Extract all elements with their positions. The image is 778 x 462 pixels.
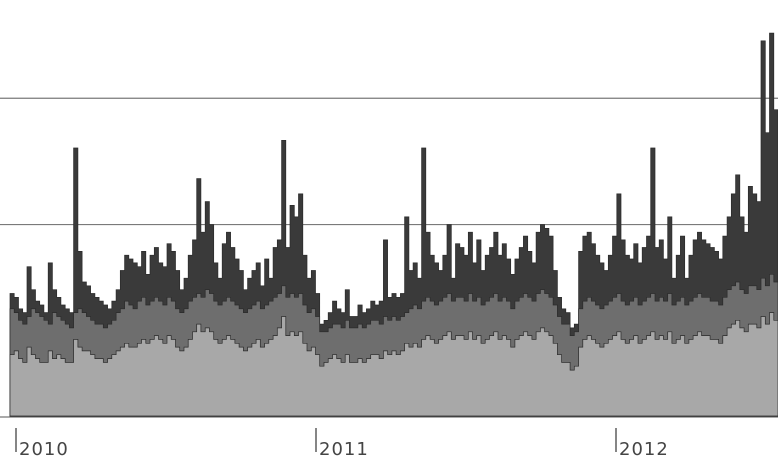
x-tick-label-2010: 2010 [19, 439, 69, 460]
x-tick-label-2012: 2012 [619, 439, 669, 460]
series-area-3 [9, 312, 778, 417]
series-areas [9, 32, 778, 417]
x-tick-label-2011: 2011 [319, 439, 369, 460]
gridlines [0, 97, 778, 226]
x-axis: 2010 2011 2012 [0, 416, 778, 460]
